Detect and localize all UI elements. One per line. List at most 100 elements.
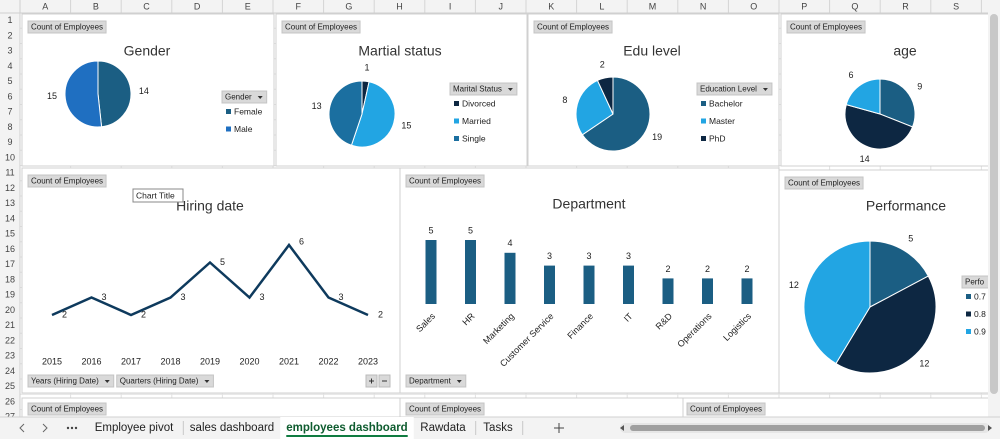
data-label: 5 <box>428 225 433 235</box>
data-label: 15 <box>401 121 411 131</box>
field-button-label: Count of Employees <box>690 405 762 414</box>
field-button[interactable] <box>27 374 115 388</box>
row-header: 2 <box>7 30 12 40</box>
field-button[interactable] <box>533 20 613 34</box>
sheet-tab[interactable]: employees dashboard <box>286 422 407 434</box>
x-tick-label: 2022 <box>318 356 338 366</box>
field-button[interactable] <box>221 90 268 104</box>
chart-panel: Count of Employees Gender 14 15 Gender Female… <box>21 13 275 167</box>
row-header: 21 <box>5 320 15 330</box>
scroll-right[interactable] <box>988 425 992 431</box>
field-button-label: Gender <box>225 93 252 102</box>
legend-swatch <box>454 101 459 106</box>
headers: A B C D E F G H I J K L M N O P Q R S123456789101112131415… <box>0 0 988 422</box>
field-button[interactable] <box>405 174 485 188</box>
data-label: 8 <box>562 95 567 105</box>
legend-label: Single <box>462 133 486 143</box>
dropdown-arrow[interactable] <box>257 96 263 99</box>
pie-slice <box>869 240 929 308</box>
sheet-tab[interactable]: Tasks <box>483 422 513 434</box>
sheet-tab[interactable]: Employee pivot <box>95 422 174 434</box>
field-button[interactable] <box>786 20 866 34</box>
bar <box>504 252 516 304</box>
legend-swatch <box>966 311 971 317</box>
chart-title: Gender <box>124 43 171 59</box>
data-label: 5 <box>468 225 473 235</box>
sheet-tab[interactable]: sales dashboard <box>190 422 274 434</box>
row-header: 19 <box>5 290 15 300</box>
chart-title-tooltip <box>132 188 184 203</box>
field-button[interactable] <box>686 402 766 416</box>
active-tab-bg[interactable] <box>280 417 414 439</box>
field-button[interactable] <box>961 275 999 289</box>
data-label: 2 <box>744 264 749 274</box>
legend-swatch <box>226 109 231 114</box>
field-button[interactable] <box>405 374 467 388</box>
dropdown-arrow[interactable] <box>762 88 768 91</box>
row-header: 6 <box>7 91 12 101</box>
bar <box>662 278 674 304</box>
data-label: 6 <box>299 236 304 246</box>
data-label: 2 <box>665 264 670 274</box>
next-sheet[interactable] <box>42 423 48 433</box>
pie-slice <box>581 76 651 152</box>
add-sheet[interactable] <box>554 423 564 433</box>
chart-panel: Count of Employees <box>682 397 988 417</box>
chart-title: age <box>893 43 917 59</box>
bar <box>465 240 476 304</box>
scroll-thumb[interactable] <box>990 14 998 394</box>
row-header: 8 <box>7 122 12 132</box>
data-label: 6 <box>848 70 853 80</box>
field-button[interactable] <box>27 174 107 188</box>
field-button[interactable] <box>281 20 361 34</box>
pie-slice <box>328 80 363 146</box>
data-label: 3 <box>339 292 344 302</box>
field-button[interactable] <box>696 82 773 96</box>
legend-swatch <box>966 329 971 334</box>
field-button[interactable] <box>784 176 864 190</box>
pie-slice <box>350 81 396 148</box>
data-label: 3 <box>626 251 631 261</box>
data-label: 14 <box>860 154 870 164</box>
field-button-label: Count of Employees <box>537 23 609 32</box>
row-header: 5 <box>7 76 12 86</box>
more-sheets[interactable] <box>66 426 78 430</box>
chart-panel: Count of Employees <box>21 397 401 417</box>
field-button-label: Count of Employees <box>285 23 357 32</box>
scroll-thumb[interactable] <box>630 425 985 431</box>
sheet-tab[interactable]: Rawdata <box>420 422 466 434</box>
row-header: 18 <box>5 274 15 284</box>
dropdown-arrow[interactable] <box>204 380 210 383</box>
chart-title: Martial status <box>358 43 441 59</box>
chart-title: Department <box>552 196 625 212</box>
legend-label: PhD <box>709 133 726 143</box>
row-header: 22 <box>5 335 15 345</box>
field-button[interactable] <box>27 20 107 34</box>
column-header: S <box>953 1 959 11</box>
row-header: 7 <box>7 107 12 117</box>
dropdown-arrow[interactable] <box>507 88 513 91</box>
dropdown-arrow[interactable] <box>104 380 110 383</box>
legend-swatch <box>966 294 971 299</box>
field-button[interactable] <box>405 402 485 416</box>
column-header: C <box>143 1 150 11</box>
prev-sheet[interactable] <box>19 423 25 433</box>
bar <box>623 265 634 304</box>
column-header: E <box>245 1 251 11</box>
field-button[interactable] <box>27 402 107 416</box>
field-button-label: Perfo <box>965 278 985 287</box>
column-header: N <box>700 1 707 11</box>
column-header: O <box>750 1 757 11</box>
dropdown-arrow[interactable] <box>456 380 462 383</box>
data-label: 9 <box>917 81 922 91</box>
sheet-tab-bar: Employee pivot sales dashboard employees d… <box>0 416 1000 439</box>
field-button[interactable] <box>449 82 518 96</box>
field-button[interactable] <box>116 374 214 388</box>
legend-label: Bachelor <box>709 98 743 108</box>
field-button-label: Count of Employees <box>790 23 862 32</box>
scroll-left[interactable] <box>620 425 624 431</box>
row-header: 16 <box>5 244 15 254</box>
data-label: 2 <box>141 309 146 319</box>
tab-bar-bg <box>0 417 1000 439</box>
